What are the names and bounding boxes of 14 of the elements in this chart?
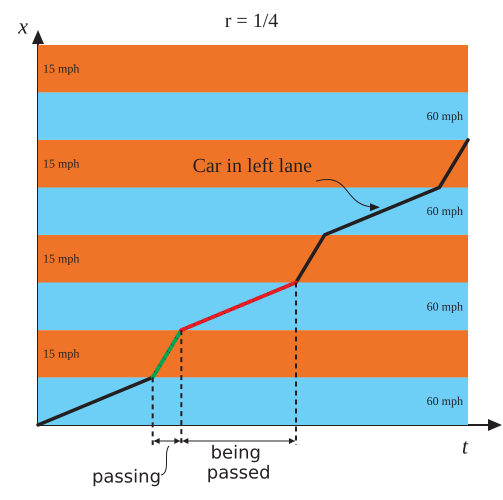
- band-label: 15 mph: [43, 156, 80, 171]
- text: being passed: [206, 442, 271, 484]
- band-label: 60 mph: [426, 299, 463, 314]
- y-axis-title: x: [17, 14, 28, 38]
- band-label: 60 mph: [426, 204, 463, 218]
- band-label: 15 mph: [43, 252, 80, 266]
- text: passing: [92, 466, 161, 488]
- band-label: 60 mph: [426, 394, 463, 408]
- chart-title: r = 1/4: [224, 10, 278, 32]
- annotation: Car in left lane: [192, 155, 312, 178]
- band-label: 60 mph: [426, 109, 463, 124]
- band-label: 15 mph: [43, 346, 80, 361]
- x-axis-title: t: [462, 434, 469, 458]
- band-label: 15 mph: [43, 62, 80, 76]
